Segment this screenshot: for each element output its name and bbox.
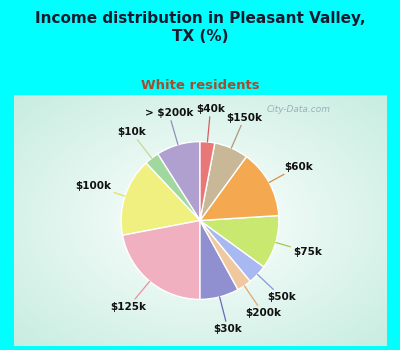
- Wedge shape: [200, 216, 279, 267]
- Wedge shape: [200, 157, 279, 220]
- Wedge shape: [200, 143, 246, 220]
- Text: $200k: $200k: [244, 286, 281, 318]
- Wedge shape: [200, 142, 215, 220]
- Text: $125k: $125k: [110, 281, 150, 312]
- Text: White residents: White residents: [141, 79, 259, 92]
- Wedge shape: [146, 154, 200, 220]
- Text: $30k: $30k: [214, 297, 242, 334]
- Wedge shape: [200, 220, 238, 299]
- Text: $10k: $10k: [117, 127, 152, 158]
- Wedge shape: [121, 163, 200, 235]
- Text: $100k: $100k: [76, 181, 125, 196]
- Text: $60k: $60k: [269, 162, 312, 182]
- Text: Income distribution in Pleasant Valley,
TX (%): Income distribution in Pleasant Valley, …: [35, 10, 365, 44]
- Text: > $200k: > $200k: [144, 108, 193, 145]
- Wedge shape: [158, 142, 200, 220]
- Wedge shape: [200, 220, 250, 290]
- Wedge shape: [122, 220, 200, 299]
- Text: $40k: $40k: [196, 104, 225, 142]
- Wedge shape: [200, 220, 264, 281]
- Text: City-Data.com: City-Data.com: [267, 105, 331, 114]
- Text: $150k: $150k: [226, 113, 262, 148]
- Text: $50k: $50k: [258, 274, 296, 302]
- Text: $75k: $75k: [276, 243, 322, 257]
